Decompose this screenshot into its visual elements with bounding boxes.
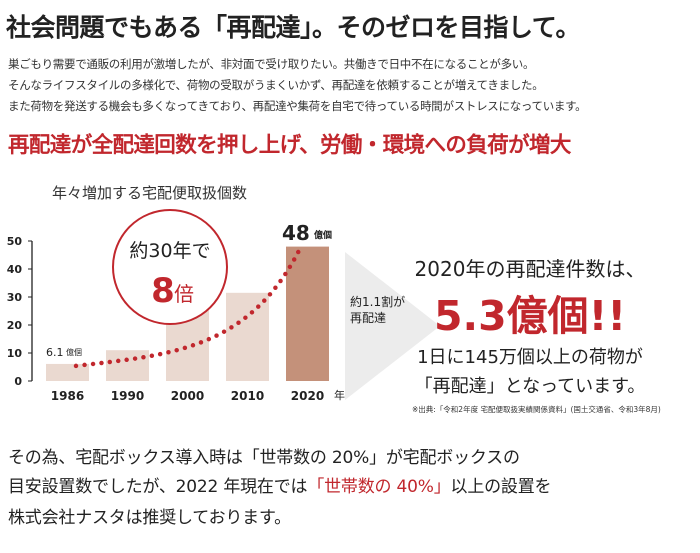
source-note: ※出典:「令和2年度 宅配便取扱実績関係資料」(国土交通省、令和3年8月) bbox=[412, 405, 661, 414]
footer-line: 株式会社ナスタは推奨しております。 bbox=[8, 508, 291, 528]
circle-line1: 約30年で bbox=[129, 240, 210, 262]
bar-2020 bbox=[286, 246, 329, 381]
x-tick-label: 2010 bbox=[231, 389, 264, 403]
y-tick-label: 40 bbox=[7, 263, 23, 276]
last-value-label: 48 bbox=[282, 221, 310, 245]
y-tick-label: 50 bbox=[7, 235, 23, 248]
footer-text: 以上の設置を bbox=[450, 477, 552, 497]
arrow-shape bbox=[345, 252, 440, 400]
intro-line: また荷物を発送する機会も多くなってきており、再配達や集荷を自宅で待っている時間が… bbox=[8, 99, 587, 113]
footer-line: 目安設置数でしたが、2022 年現在では「世帯数の 40%」以上の設置を bbox=[8, 472, 552, 497]
circle-callout: 約30年で 8 倍 bbox=[112, 209, 228, 325]
x-tick-label: 1986 bbox=[51, 389, 84, 403]
first-unit-label: 億個 bbox=[66, 347, 82, 357]
circle-big: 8 bbox=[151, 271, 175, 311]
redelivery-count: 5.3億個!! bbox=[433, 292, 627, 340]
last-unit-label: 億個 bbox=[314, 229, 332, 241]
page-title: 社会問題でもある「再配達」。そのゼロを目指して。 bbox=[6, 13, 581, 42]
bar-1990 bbox=[106, 350, 149, 381]
footer-text: 目安設置数でしたが、2022 年現在では bbox=[8, 477, 308, 497]
headline: 再配達が全配達回数を押し上げ、労働・環境への負荷が増大 bbox=[8, 133, 571, 158]
intro-line: そんなライフスタイルの多様化で、荷物の受取がうまくいかず、再配達を依頼することが… bbox=[8, 78, 544, 92]
x-tick-label: 2020 bbox=[291, 389, 324, 403]
y-tick-label: 20 bbox=[7, 319, 23, 332]
circle-unit: 倍 bbox=[174, 282, 194, 306]
redelivery-title: 2020年の再配達件数は、 bbox=[414, 257, 646, 281]
intro-line: 巣ごもり需要で通販の利用が激増したが、非対面で受け取りたい。共働きで日中不在にな… bbox=[8, 57, 535, 71]
bar-1986 bbox=[46, 363, 89, 381]
y-tick-label: 30 bbox=[7, 291, 23, 304]
y-tick-label: 10 bbox=[7, 347, 23, 360]
trend-dots bbox=[73, 244, 304, 369]
x-tick-label: 2000 bbox=[171, 389, 204, 403]
x-tick-label: 1990 bbox=[111, 389, 144, 403]
x-axis-label: 年 bbox=[334, 388, 345, 402]
bar-chart: 0 10 20 30 40 50 1986 1990 2000 2010 2020 約30年で 8 … bbox=[7, 209, 440, 403]
redelivery-desc: 「再配達」となっています。 bbox=[414, 376, 646, 397]
footer-highlight: 「世帯数の 40%」 bbox=[307, 477, 451, 497]
footer-line: その為、宅配ボックス導入時は「世帯数の 20%」が宅配ボックスの bbox=[8, 448, 520, 468]
arrow-label-line2: 再配達 bbox=[350, 311, 386, 325]
arrow-label-line1: 約1.1割が bbox=[350, 294, 405, 309]
redelivery-desc: 1日に145万個以上の荷物が bbox=[417, 347, 643, 368]
first-value-label: 6.1 bbox=[46, 346, 64, 359]
y-tick-label: 0 bbox=[14, 375, 22, 388]
bar-2010 bbox=[226, 292, 269, 381]
chart-title: 年々増加する宅配便取扱個数 bbox=[52, 184, 248, 202]
